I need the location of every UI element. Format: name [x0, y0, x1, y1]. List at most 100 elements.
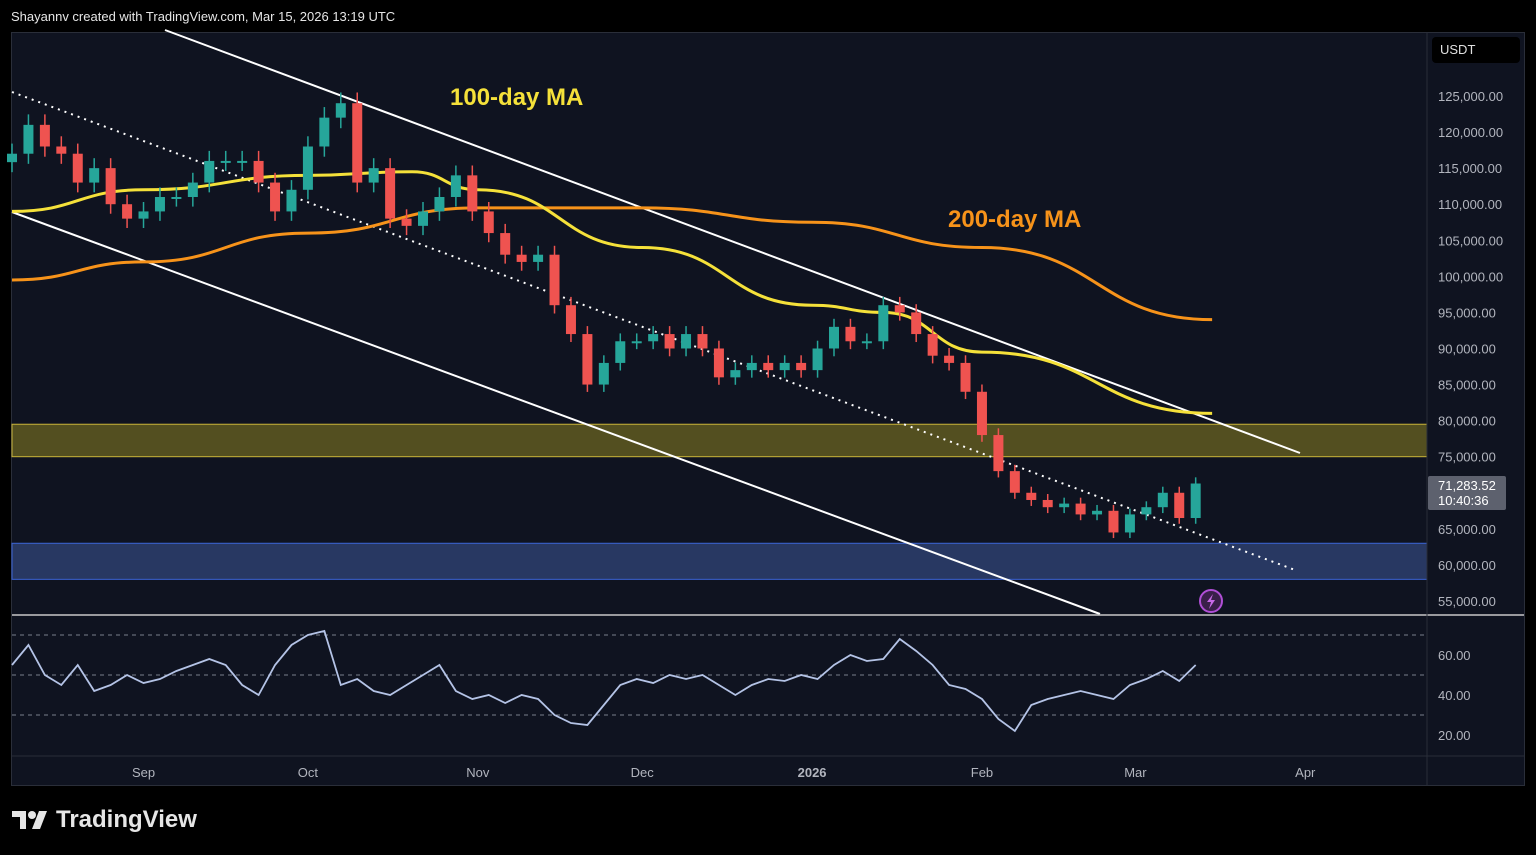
candle-body [500, 233, 511, 255]
brand-name: TradingView [56, 806, 197, 833]
tradingview-logo-icon [12, 811, 47, 829]
candle-body [713, 348, 724, 378]
candle-body [894, 305, 905, 313]
ma200-label: 200-day MA [948, 206, 1081, 233]
candle [960, 355, 971, 400]
x-tick-label: Mar [1124, 765, 1147, 780]
candle [138, 201, 149, 228]
candle [565, 296, 576, 343]
candle-body [763, 362, 774, 371]
candle [434, 187, 445, 221]
candle [1092, 504, 1103, 521]
lightning-icon[interactable] [1199, 589, 1223, 613]
candle-body [1157, 492, 1168, 508]
candle [746, 355, 757, 378]
y-tick-label: 85,000.00 [1438, 378, 1496, 393]
candle [352, 92, 363, 193]
x-tick-label: Sep [132, 765, 155, 780]
candle-body [615, 341, 626, 363]
x-tick-label: Nov [466, 765, 490, 780]
currency-button[interactable]: USDT [1432, 37, 1520, 63]
candle [533, 245, 544, 271]
candle [467, 165, 478, 221]
candle [779, 355, 790, 378]
candle [615, 333, 626, 371]
supply-zone [11, 423, 1428, 458]
candle [286, 180, 297, 221]
candle-body [220, 160, 231, 163]
candle [829, 318, 839, 357]
candle-body [72, 153, 83, 183]
tradingview-logo[interactable]: TradingView [12, 806, 197, 834]
candle [72, 143, 83, 193]
y-tick-label: 120,000.00 [1438, 125, 1503, 140]
rsi-tick-label: 60.00 [1438, 648, 1471, 663]
candle-body [1092, 510, 1103, 515]
candle-body [286, 189, 297, 212]
candle-body [352, 103, 363, 183]
chart-panel[interactable] [11, 32, 1525, 786]
ma100-line [11, 170, 1213, 415]
candle-body [1026, 492, 1037, 500]
candle-body [845, 326, 856, 342]
x-tick-label: 2026 [798, 765, 827, 780]
candle [1108, 504, 1119, 539]
candle-body [253, 160, 264, 183]
candle [401, 209, 412, 236]
candle [171, 187, 182, 207]
candle-body [302, 146, 313, 190]
candle [385, 158, 396, 228]
candle [516, 245, 527, 271]
candle [845, 318, 856, 350]
y-tick-label: 125,000.00 [1438, 89, 1503, 104]
candle-body [960, 362, 971, 392]
candle-body [911, 312, 922, 335]
candle [1026, 486, 1037, 506]
ma100-label: 100-day MA [450, 84, 583, 111]
candle [993, 428, 1004, 478]
y-tick-label: 90,000.00 [1438, 341, 1496, 356]
candle [878, 296, 889, 350]
candle-body [122, 204, 133, 219]
candle [1190, 477, 1201, 524]
candle-body [270, 182, 281, 212]
candle-body [746, 362, 757, 371]
candle-body [237, 160, 248, 163]
candle-body [1108, 510, 1119, 533]
last-price: 71,283.52 [1438, 478, 1496, 493]
candle-body [401, 218, 412, 226]
price-chart[interactable]: 100-day MA 200-day MA 60.00 40.00 20.00 US… [0, 0, 1536, 800]
candle [1042, 494, 1053, 514]
candle [253, 150, 264, 193]
x-tick-label: Dec [631, 765, 655, 780]
candle [713, 340, 724, 385]
candle [105, 158, 116, 214]
candle-body [730, 370, 741, 378]
candle-body [138, 211, 149, 219]
demand-zone [11, 542, 1428, 580]
y-tick-label: 65,000.00 [1438, 522, 1496, 537]
candle [1075, 497, 1086, 521]
y-tick-label: 95,000.00 [1438, 305, 1496, 320]
y-tick-label: 80,000.00 [1438, 414, 1496, 429]
candle [894, 296, 905, 321]
candle-body [664, 334, 675, 349]
y-tick-label: 60,000.00 [1438, 558, 1496, 573]
candle-body [105, 168, 116, 205]
rsi-line [11, 629, 1197, 733]
candle-body [187, 182, 198, 197]
candle [1174, 486, 1185, 524]
y-tick-label: 75,000.00 [1438, 450, 1496, 465]
candle [681, 326, 692, 357]
candle [812, 340, 823, 378]
candle-body [631, 341, 642, 344]
x-tick-label: Oct [298, 765, 319, 780]
candle-body [1059, 503, 1070, 508]
candle [664, 326, 675, 357]
candle-body [319, 117, 330, 147]
candle-body [385, 168, 396, 219]
candle-body [23, 124, 34, 154]
candle-body [565, 305, 576, 335]
candle-body [1174, 492, 1185, 519]
candle-body [418, 211, 428, 226]
